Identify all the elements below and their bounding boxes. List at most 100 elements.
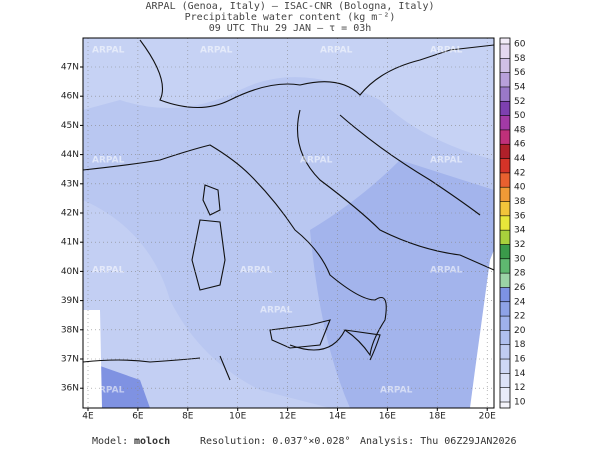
- watermark: ARPAL: [92, 386, 125, 396]
- lon-label: 6E: [132, 412, 144, 422]
- lat-label: 45N: [61, 121, 79, 131]
- coastline: [82, 144, 387, 361]
- colorbar-label: 60: [514, 40, 526, 50]
- lat-label: 46N: [61, 92, 79, 102]
- no-data: [470, 250, 494, 408]
- watermark: ARPAL: [92, 266, 125, 276]
- colorbar-label: 44: [514, 154, 526, 164]
- colorbar-label: 20: [514, 326, 526, 336]
- lat-label: 36N: [61, 384, 79, 394]
- model-label: Model:: [92, 436, 128, 447]
- lon-label: 16E: [379, 412, 396, 422]
- colorbar-label: 16: [514, 355, 526, 365]
- watermark: ARPAL: [380, 386, 413, 396]
- island: [202, 184, 221, 216]
- colorbar-segment: [500, 172, 510, 188]
- colorbar-label: 24: [514, 297, 526, 307]
- lat-label: 38N: [61, 325, 79, 335]
- colorbar-segment: [500, 72, 510, 87]
- colorbar-segment: [500, 287, 510, 302]
- watermark: ARPAL: [200, 46, 233, 56]
- map-area: ARPAL ARPAL ARPAL ARPAL ARPAL ARPAL ARPAL ARPAL…: [82, 37, 495, 409]
- colorbar-segment: [500, 215, 510, 231]
- colorbar-segment: [500, 230, 510, 245]
- colorbar-segment: [500, 158, 510, 173]
- colorbar-label: 42: [514, 168, 525, 178]
- colorbar-segment: [500, 387, 510, 402]
- colorbar-label: 34: [514, 226, 526, 236]
- field-region: [83, 200, 330, 408]
- colorbar-segment: [500, 187, 510, 202]
- colorbar-segment: [500, 58, 510, 73]
- colorbar-label: 40: [514, 183, 526, 193]
- colorbar-segment: [500, 115, 510, 130]
- colorbar-label: 50: [514, 111, 526, 121]
- field-region: [310, 160, 494, 408]
- lat-label: 39N: [61, 296, 79, 306]
- lon-label: 14E: [329, 412, 346, 422]
- colorbar-segment: [500, 44, 510, 59]
- colorbar-label: 48: [514, 125, 526, 135]
- colorbar-segment: [500, 244, 510, 259]
- colorbar-label: 22: [514, 312, 525, 322]
- lon-label: 12E: [279, 412, 296, 422]
- coastline: [339, 114, 481, 216]
- colorbar-label: 12: [514, 383, 525, 393]
- colorbar-label: 28: [514, 269, 526, 279]
- lat-label: 37N: [61, 355, 79, 365]
- watermark: ARPAL: [320, 46, 353, 56]
- watermark: ARPAL: [260, 306, 293, 316]
- colorbar-segment: [500, 129, 510, 145]
- lon-label: 18E: [429, 412, 446, 422]
- lat-label: 40N: [61, 267, 79, 277]
- island: [191, 219, 226, 291]
- header-line: 09 UTC Thu 29 JAN — τ = 03h: [209, 23, 372, 34]
- colorbar-label: 30: [514, 254, 526, 264]
- colorbar-segment: [500, 301, 510, 317]
- lon-label: 20E: [479, 412, 496, 422]
- coastline: [296, 109, 495, 271]
- colorbar-label: 36: [514, 211, 526, 221]
- header-line: Precipitable water content (kg m⁻²): [185, 12, 396, 23]
- colorbar-label: 52: [514, 97, 525, 107]
- lat-label: 42N: [61, 209, 79, 219]
- colorbar-label: 58: [514, 54, 526, 64]
- watermark: ARPAL: [240, 266, 273, 276]
- colorbar-segment: [500, 402, 510, 408]
- watermark: ARPAL: [430, 46, 463, 56]
- colorbar-segment: [500, 201, 510, 216]
- colorbar-label: 14: [514, 369, 526, 379]
- lat-label: 41N: [61, 238, 79, 248]
- coastline: [82, 355, 231, 381]
- colorbar-label: 32: [514, 240, 525, 250]
- header-line: ARPAL (Genoa, Italy) — ISAC-CNR (Bologna…: [146, 1, 435, 12]
- colorbar-label: 18: [514, 340, 526, 350]
- watermark: ARPAL: [300, 156, 333, 166]
- colorbar-segment: [500, 344, 510, 360]
- lat-label: 47N: [61, 63, 79, 73]
- colorbar-segment: [500, 316, 510, 331]
- lat-label: 43N: [61, 179, 79, 189]
- colorbar-label: 54: [514, 82, 526, 92]
- colorbar-label: 46: [514, 140, 526, 150]
- watermark: ARPAL: [92, 46, 125, 56]
- lat-label: 44N: [61, 150, 79, 160]
- lon-label: 4E: [82, 412, 94, 422]
- island: [269, 319, 331, 349]
- colorbar-segment: [500, 101, 510, 116]
- colorbar-segment: [500, 86, 510, 102]
- colorbar-segment: [500, 373, 510, 388]
- colorbar-label: 10: [514, 398, 526, 408]
- colorbar-label: 38: [514, 197, 526, 207]
- colorbar-segment: [500, 273, 510, 288]
- analysis: Analysis: Thu 06Z29JAN2026: [360, 436, 517, 447]
- model-name: moloch: [134, 436, 170, 447]
- resolution: Resolution: 0.037°×0.028°: [200, 436, 351, 447]
- lon-label: 10E: [229, 412, 246, 422]
- lon-label: 8E: [182, 412, 194, 422]
- coastline: [139, 39, 495, 108]
- colorbar-segment: [500, 330, 510, 345]
- colorbar-segment: [500, 144, 510, 159]
- watermark: ARPAL: [92, 156, 125, 166]
